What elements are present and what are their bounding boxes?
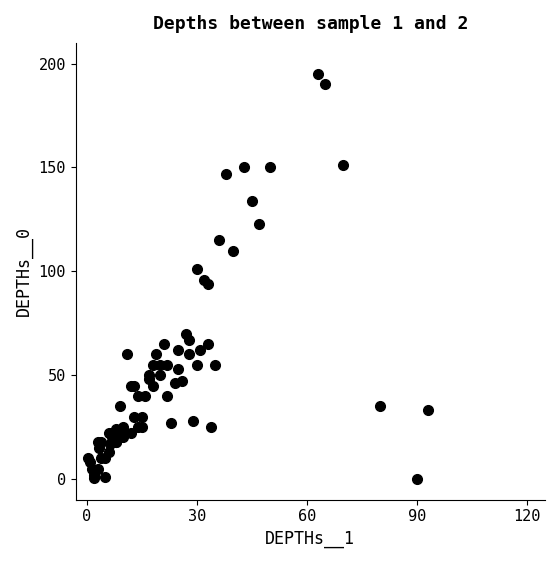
Point xyxy=(376,402,385,411)
Point xyxy=(211,360,220,369)
Point xyxy=(93,464,102,473)
Point xyxy=(174,346,183,355)
Point xyxy=(229,246,238,255)
Point xyxy=(90,470,99,479)
Point xyxy=(203,339,212,348)
Point xyxy=(222,169,231,178)
Point xyxy=(137,412,146,421)
Point xyxy=(90,473,99,482)
Point xyxy=(178,377,186,386)
Point xyxy=(423,406,432,415)
Point xyxy=(86,458,95,467)
Point xyxy=(119,423,128,432)
Point xyxy=(119,429,128,438)
Point xyxy=(126,381,135,390)
Point xyxy=(88,464,97,473)
Point xyxy=(412,475,421,484)
Point xyxy=(111,437,120,446)
Point xyxy=(163,360,172,369)
Point xyxy=(148,360,157,369)
Point xyxy=(84,454,93,463)
Point xyxy=(133,423,142,432)
Point xyxy=(115,402,124,411)
Point xyxy=(199,275,208,284)
Point xyxy=(192,265,201,274)
Point xyxy=(156,370,165,379)
Y-axis label: DEPTHs__0: DEPTHs__0 xyxy=(15,226,33,316)
Point xyxy=(203,279,212,288)
Point xyxy=(108,429,117,438)
Point xyxy=(148,381,157,390)
Point xyxy=(174,364,183,373)
Point xyxy=(240,163,249,172)
Point xyxy=(156,360,165,369)
Point xyxy=(185,350,194,359)
X-axis label: DEPTHs__1: DEPTHs__1 xyxy=(265,530,356,548)
Point xyxy=(126,429,135,438)
Point xyxy=(100,454,109,463)
Point xyxy=(313,70,322,79)
Point xyxy=(159,339,168,348)
Point xyxy=(214,236,223,245)
Point xyxy=(108,437,117,446)
Point xyxy=(106,439,115,448)
Point xyxy=(254,219,263,228)
Point xyxy=(97,437,106,446)
Point xyxy=(100,472,109,481)
Point xyxy=(152,350,161,359)
Point xyxy=(144,370,153,379)
Point xyxy=(170,379,179,388)
Point xyxy=(104,448,113,457)
Point xyxy=(111,437,120,446)
Point xyxy=(93,437,102,446)
Point xyxy=(108,433,117,442)
Point xyxy=(163,391,172,400)
Point xyxy=(97,454,106,463)
Point xyxy=(95,443,104,452)
Point xyxy=(339,161,348,170)
Point xyxy=(265,163,274,172)
Point xyxy=(115,433,124,442)
Point xyxy=(181,329,190,338)
Point xyxy=(166,418,175,427)
Point xyxy=(111,425,120,434)
Point xyxy=(137,423,146,432)
Point xyxy=(123,350,132,359)
Point xyxy=(104,429,113,438)
Point xyxy=(144,375,153,384)
Point xyxy=(207,423,216,432)
Point xyxy=(320,80,329,89)
Title: Depths between sample 1 and 2: Depths between sample 1 and 2 xyxy=(153,15,468,33)
Point xyxy=(130,412,139,421)
Point xyxy=(133,391,142,400)
Point xyxy=(119,433,128,442)
Point xyxy=(189,416,198,425)
Point xyxy=(141,391,150,400)
Point xyxy=(192,360,201,369)
Point xyxy=(185,336,194,345)
Point xyxy=(196,346,205,355)
Point xyxy=(130,381,139,390)
Point xyxy=(247,196,256,205)
